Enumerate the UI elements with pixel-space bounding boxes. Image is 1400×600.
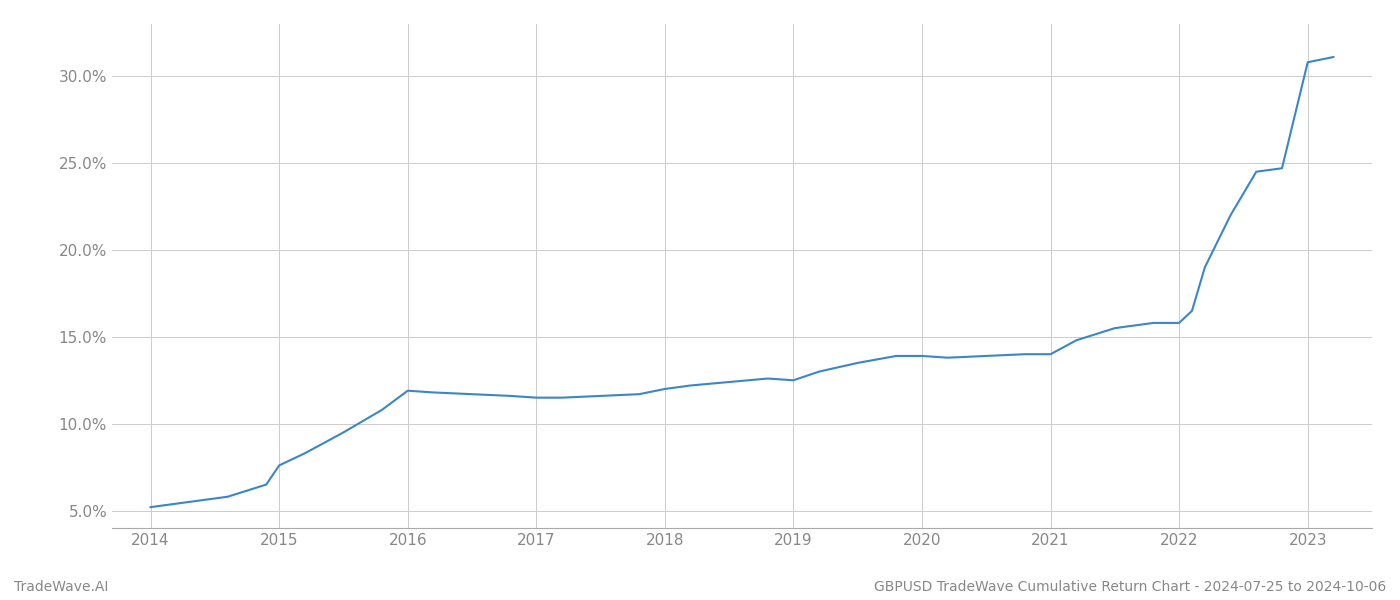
Text: GBPUSD TradeWave Cumulative Return Chart - 2024-07-25 to 2024-10-06: GBPUSD TradeWave Cumulative Return Chart… <box>874 580 1386 594</box>
Text: TradeWave.AI: TradeWave.AI <box>14 580 108 594</box>
